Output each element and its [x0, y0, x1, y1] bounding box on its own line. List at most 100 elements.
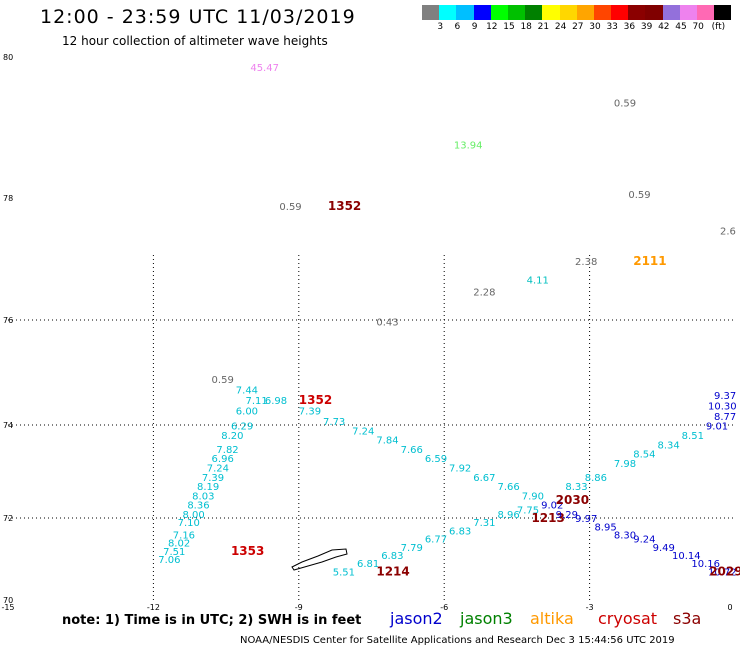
wave-height-value: 6.67 [473, 473, 495, 484]
color-scale-label: 24 [554, 22, 567, 32]
latitude-label: 72 [3, 514, 13, 523]
color-swatch [525, 5, 543, 20]
color-scale-label: 33 [606, 22, 618, 32]
wave-height-value: 8.03 [192, 491, 214, 502]
wave-height-value: 8.19 [197, 482, 219, 493]
pass-time-label: 2029 [709, 564, 740, 578]
wave-height-value: 0.59 [614, 98, 636, 109]
color-scale-labels: 3 6 9 12 15 18 21 24 27 30 33 36 39 42 45 70 (ft) [422, 22, 740, 34]
wave-height-value: 8.36 [187, 501, 209, 512]
wave-height-value: 9.02 [541, 501, 563, 512]
wave-height-value: 10.72 [708, 567, 737, 578]
wave-height-value: 6.00 [236, 407, 258, 418]
longitude-label: -15 [1, 603, 14, 612]
wave-height-labels: 45.47 13.94 0.59 0.59 0.59 1352 2.6 2.38 2111 4.1… [158, 63, 740, 578]
wave-height-value: 7.16 [173, 531, 195, 542]
satellite-legend-jason2: jason2 [390, 609, 443, 628]
color-scale-label: 15 [503, 22, 515, 32]
color-scale-label: 45 [675, 22, 687, 32]
wave-height-value: 6.96 [212, 454, 234, 465]
color-swatch [456, 5, 474, 20]
credit-line: NOAA/NESDIS Center for Satellite Applica… [240, 635, 675, 646]
graticule [8, 255, 735, 600]
wave-height-value: 8.96 [498, 510, 520, 521]
wave-height-value: 10.30 [708, 401, 737, 412]
color-swatch [473, 5, 491, 20]
jan-mayen-island-outline [291, 548, 348, 571]
latitude-label: 80 [3, 53, 13, 62]
color-swatch [714, 5, 732, 20]
wave-height-value: 4.11 [527, 275, 549, 286]
color-swatch [628, 5, 646, 20]
longitude-label: 0 [727, 603, 732, 612]
wave-height-value: 7.73 [323, 417, 345, 428]
wave-height-value: 6.59 [425, 454, 447, 465]
latitude-label: 74 [3, 421, 13, 430]
wave-height-value: 2.38 [575, 257, 597, 268]
wave-height-value: 2.6 [720, 227, 736, 238]
axis-labels: 80 78 76 74 72 70-15 -12 -9 -6 -3 0 [1, 53, 732, 612]
color-swatch [559, 5, 577, 20]
latitude-label: 78 [3, 194, 13, 203]
satellite-legend-s3a: s3a [673, 609, 702, 628]
wave-height-value: 9.29 [556, 510, 578, 521]
color-scale-label: 12 [486, 22, 498, 32]
color-scale-label: 18 [520, 22, 532, 32]
wave-height-value: 6.83 [449, 526, 471, 537]
color-scale-label: 36 [623, 22, 636, 32]
color-swatch [662, 5, 680, 20]
wave-height-value: 7.24 [352, 426, 374, 437]
satellite-legend-cryosat: cryosat [598, 609, 658, 628]
wave-height-value: 6.77 [425, 535, 447, 546]
wave-height-value: 8.34 [657, 440, 679, 451]
color-swatch [679, 5, 697, 20]
satellite-legend-altika: altika [530, 609, 574, 628]
pass-time-label: 1352 [328, 199, 361, 213]
wave-height-value: 13.94 [454, 141, 483, 152]
wave-height-value: 10.16 [691, 559, 720, 570]
color-scale-label: 3 [437, 22, 444, 32]
pass-time-label: 2111 [633, 254, 666, 268]
wave-height-value: 7.24 [207, 464, 229, 475]
color-swatch [645, 5, 663, 20]
color-swatch [593, 5, 612, 20]
wave-height-value: 9.97 [575, 514, 597, 525]
wave-height-value: 6.83 [381, 551, 403, 562]
color-scale-label: 42 [658, 22, 670, 32]
color-swatch [542, 5, 560, 20]
wave-height-value: 7.98 [614, 459, 636, 470]
wave-height-value: 7.92 [449, 464, 471, 475]
color-swatch [422, 5, 440, 20]
wave-height-value: 7.44 [236, 386, 258, 397]
wave-height-value: 7.31 [473, 518, 495, 529]
pass-time-label: 2030 [556, 493, 589, 507]
wave-height-value: 7.90 [522, 491, 544, 502]
longitude-label: -3 [586, 603, 594, 612]
wave-height-value: 9.01 [706, 422, 728, 433]
wave-height-value: 10.14 [672, 551, 701, 562]
wave-height-value: 7.39 [299, 407, 321, 418]
wave-height-value: 9.24 [633, 535, 655, 546]
wave-height-value: 8.95 [594, 522, 616, 533]
longitude-label: -6 [440, 603, 448, 612]
color-scale-label: 27 [572, 22, 584, 32]
color-swatch [507, 5, 526, 20]
wave-height-value: 8.02 [168, 539, 190, 550]
color-scale-label: 9 [471, 22, 478, 32]
wave-height-value: 8.77 [714, 412, 736, 423]
wave-height-value: 7.75 [517, 505, 539, 516]
wave-height-value: 7.10 [178, 518, 200, 529]
wave-height-value: 7.66 [498, 482, 520, 493]
color-swatch [697, 5, 715, 20]
wave-height-value: 0.43 [376, 317, 398, 328]
longitude-label: -9 [295, 603, 303, 612]
wave-height-value: 7.84 [376, 436, 398, 447]
wave-height-value: 0.59 [279, 202, 301, 213]
wave-height-value: 7.39 [202, 473, 224, 484]
wave-height-value: 7.66 [401, 445, 423, 456]
wave-height-value: 6.98 [265, 396, 287, 407]
color-swatch [611, 5, 629, 20]
pass-time-label: 1214 [376, 564, 409, 578]
wave-height-value: 8.86 [585, 473, 607, 484]
